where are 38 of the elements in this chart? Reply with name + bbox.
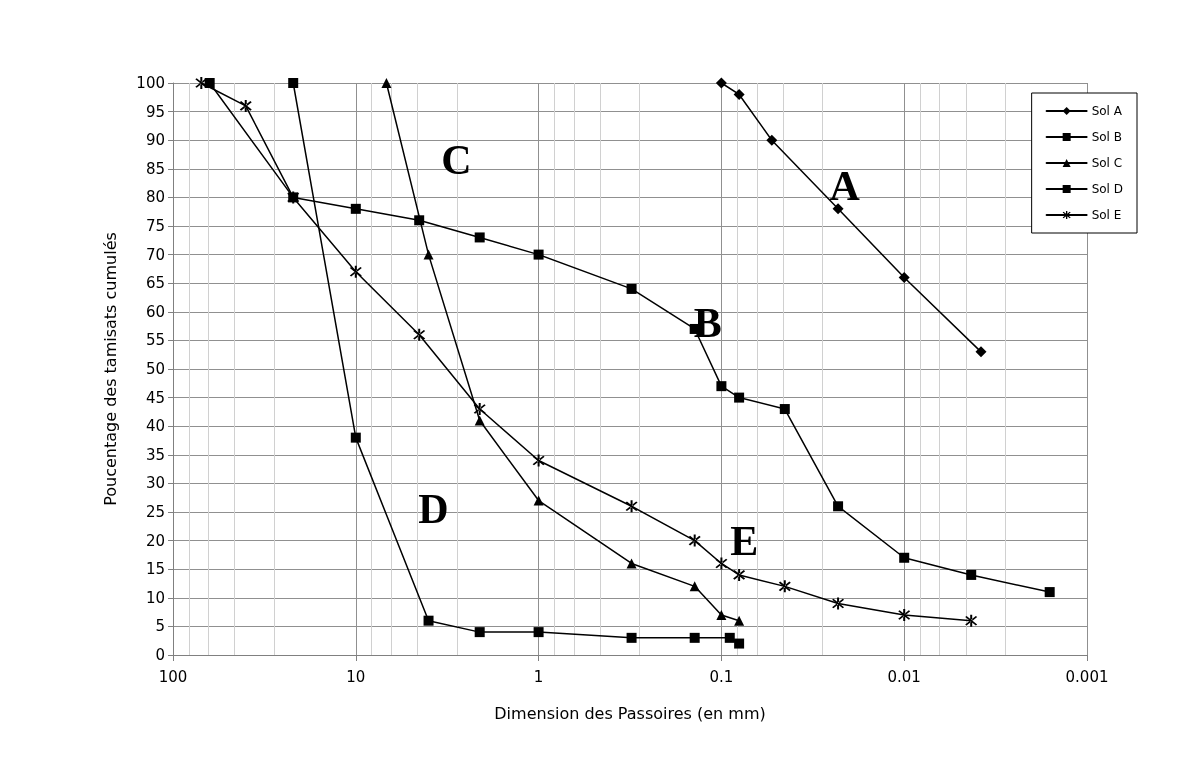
y-tick-label: 0 <box>155 646 165 664</box>
y-tick-label: 70 <box>145 245 165 264</box>
legend-label: Sol B <box>1091 130 1122 144</box>
annotation: A <box>829 162 861 209</box>
y-tick-label: 55 <box>145 331 165 350</box>
legend-label: Sol A <box>1091 104 1123 118</box>
annotation: D <box>418 486 449 533</box>
legend-label: Sol D <box>1091 182 1124 196</box>
y-tick-label: 60 <box>145 302 165 321</box>
x-axis-title: Dimension des Passoires (en mm) <box>494 703 766 723</box>
y-tick-label: 15 <box>145 560 165 579</box>
y-tick-label: 25 <box>145 503 165 521</box>
y-tick-label: 75 <box>145 217 165 235</box>
y-tick-label: 10 <box>145 588 165 607</box>
legend-label: Sol E <box>1091 208 1122 222</box>
x-tick-label: 1 <box>533 667 544 686</box>
y-tick-label: 90 <box>145 131 165 150</box>
y-tick-label: 65 <box>145 274 165 293</box>
x-tick-label: 0.01 <box>887 667 921 686</box>
x-tick-label: 10 <box>346 667 366 686</box>
x-tick-label: 0.1 <box>709 667 734 686</box>
x-tick-label: 0.001 <box>1065 667 1109 686</box>
y-tick-label: 80 <box>145 188 165 207</box>
annotation: E <box>730 517 759 564</box>
y-tick-label: 20 <box>145 531 165 550</box>
annotation: B <box>693 300 722 347</box>
y-tick-label: 5 <box>155 617 165 636</box>
annotation: C <box>441 137 472 184</box>
y-tick-label: 85 <box>145 159 165 178</box>
legend-label: Sol C <box>1091 156 1123 170</box>
y-tick-label: 30 <box>145 474 165 493</box>
y-tick-label: 50 <box>145 360 165 378</box>
y-axis-title: Poucentage des tamisats cumulés <box>100 232 120 506</box>
y-tick-label: 35 <box>145 445 165 464</box>
y-tick-label: 40 <box>145 417 165 436</box>
y-tick-label: 95 <box>145 102 165 121</box>
y-tick-label: 100 <box>136 74 165 92</box>
y-tick-label: 45 <box>145 388 165 407</box>
